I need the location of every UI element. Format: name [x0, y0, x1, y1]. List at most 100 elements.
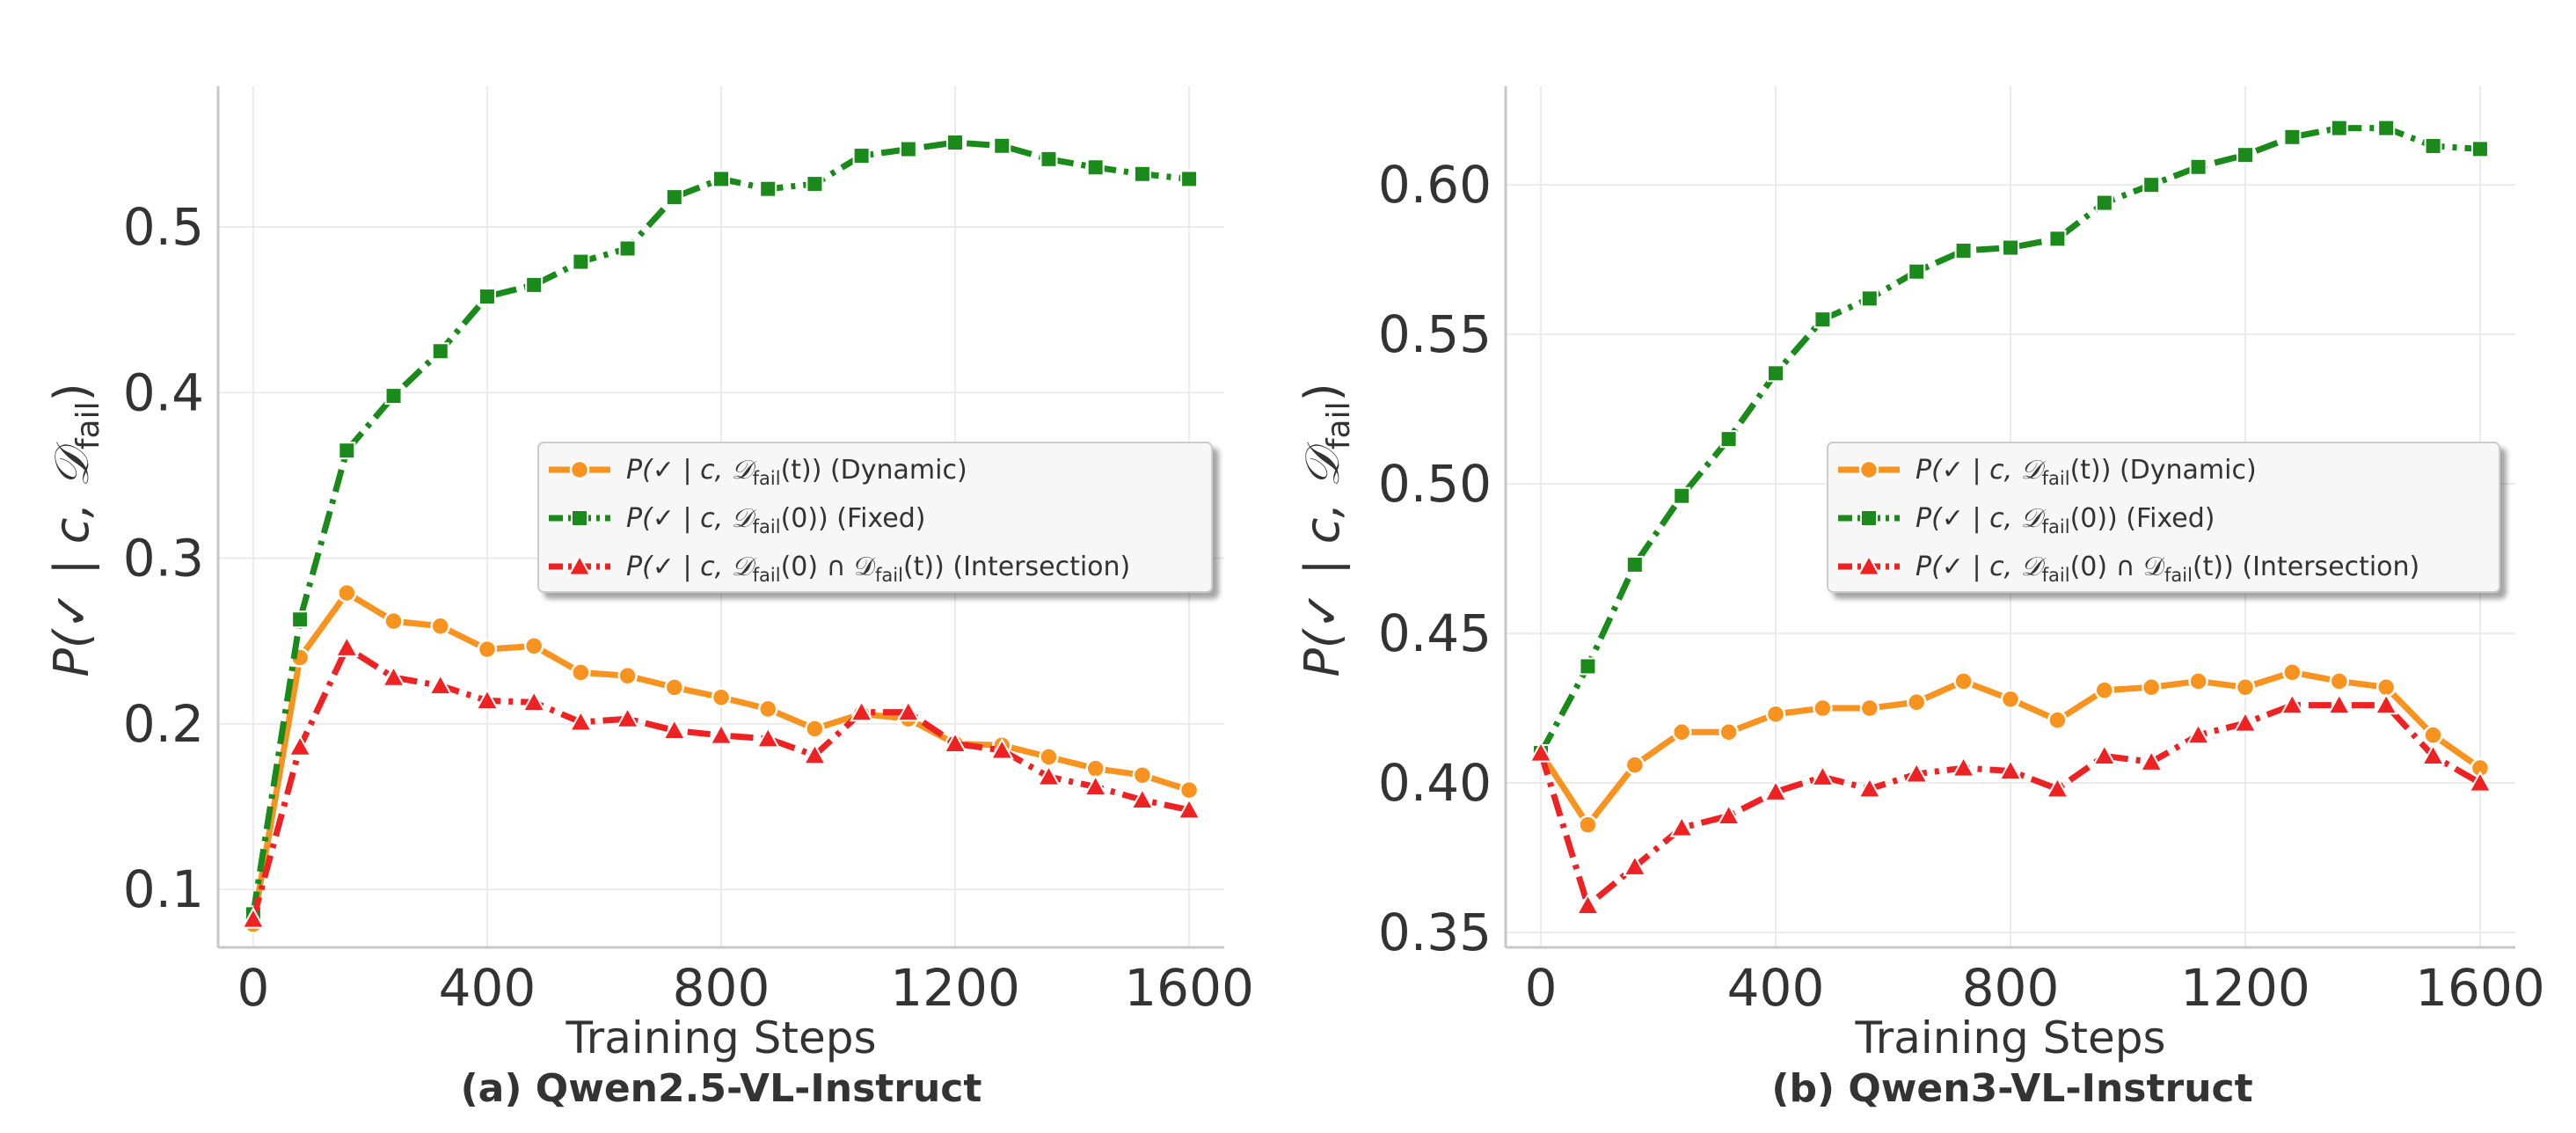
marker-p1-s0-7 — [1859, 698, 1880, 719]
marker-p1-s0-9 — [1953, 671, 1974, 691]
marker-p1-s0-legend — [1858, 459, 1879, 480]
marker-p1-s0-1 — [1578, 815, 1598, 835]
marker-p0-s0-3 — [383, 610, 404, 632]
x-tick-label: 1200 — [890, 958, 1020, 1018]
marker-p0-s0-12 — [805, 719, 825, 739]
y-tick-label: 0.3 — [123, 529, 204, 588]
marker-p1-s0-11 — [2047, 710, 2068, 730]
y-tick-label: 0.2 — [123, 694, 204, 754]
legend-box — [537, 442, 1213, 593]
marker-p1-s2-7 — [1857, 776, 1882, 799]
marker-p0-s2-20 — [1177, 797, 1201, 820]
marker-p1-s2-15 — [2233, 710, 2258, 733]
marker-p1-s1-5 — [1767, 364, 1785, 383]
marker-p0-s0-7 — [571, 662, 591, 683]
marker-p0-s2-18 — [1083, 774, 1108, 796]
marker-p1-s0-17 — [2329, 671, 2350, 691]
x-tick-label: 1200 — [2180, 958, 2310, 1018]
marker-p1-s0-19 — [2423, 725, 2443, 745]
marker-p1-s1-11 — [2048, 230, 2067, 248]
marker-p1-s1-15 — [2236, 146, 2254, 164]
marker-p1-s2-8 — [1904, 761, 1929, 784]
x-tick-label: 0 — [237, 958, 269, 1018]
marker-p0-s0-10 — [711, 687, 732, 707]
marker-p1-s2-17 — [2327, 692, 2352, 715]
marker-p0-s2-14 — [896, 699, 921, 722]
marker-p0-s1-9 — [665, 188, 683, 207]
marker-p0-s0-9 — [664, 677, 685, 698]
marker-p0-s0-20 — [1179, 779, 1200, 800]
marker-p0-s1-7 — [572, 252, 590, 271]
y-tick-label: 0.5 — [123, 197, 204, 257]
marker-p0-s0-8 — [617, 665, 638, 686]
marker-p0-s2-16 — [989, 737, 1014, 760]
marker-p1-s1-4 — [1719, 430, 1738, 449]
marker-p1-s2-5 — [1763, 779, 1788, 801]
marker-p0-s0-17 — [1039, 747, 1059, 767]
marker-p0-s0-2 — [337, 582, 357, 603]
marker-p1-s1-12 — [2095, 194, 2113, 212]
marker-p1-s1-8 — [1908, 262, 1926, 281]
marker-p1-s2-6 — [1810, 764, 1835, 786]
marker-p1-s0-4 — [1719, 722, 1739, 742]
marker-p0-s1-3 — [384, 387, 403, 406]
x-tick-label: 0 — [1525, 958, 1558, 1018]
marker-p0-s2-3 — [381, 665, 406, 687]
legend-label-2: P(✓ | c, 𝒟fail(0) ∩ 𝒟fail(t)) (Intersect… — [626, 552, 1130, 586]
marker-p0-s0-legend — [569, 459, 590, 480]
marker-p0-s1-13 — [852, 147, 871, 165]
marker-p1-s0-8 — [1906, 692, 1927, 713]
marker-p0-s2-1 — [288, 735, 312, 757]
y-tick-label: 0.50 — [1378, 454, 1492, 514]
marker-p1-s1-1 — [1579, 657, 1597, 676]
marker-p0-s0-6 — [523, 636, 544, 656]
marker-p1-s2-0 — [1529, 740, 1553, 763]
chart-panel-b: 0.35 0.40 0.45 0.50 0.55 0.60 0 400 800 1200 1600 T… — [1295, 86, 2545, 1111]
marker-p1-s1-13 — [2142, 176, 2161, 194]
marker-p0-s2-8 — [615, 706, 640, 728]
marker-p1-s1-10 — [2002, 238, 2019, 257]
marker-p0-s2-4 — [428, 673, 453, 696]
marker-p0-s1-14 — [899, 140, 917, 158]
marker-p0-s2-19 — [1130, 787, 1155, 810]
y-axis-title: P(✓ | c, 𝒟fail) — [44, 383, 106, 676]
marker-p1-s0-13 — [2141, 677, 2162, 698]
y-tick-label: 0.60 — [1378, 155, 1492, 215]
marker-p0-s2-9 — [662, 718, 687, 740]
marker-p1-s0-2 — [1624, 755, 1646, 775]
marker-p1-s2-4 — [1716, 803, 1741, 826]
marker-p1-s2-10 — [1998, 758, 2023, 781]
marker-p1-s2-3 — [1669, 815, 1694, 837]
legend-label-0: P(✓ | c, 𝒟fail(t)) (Dynamic) — [1916, 455, 2257, 489]
marker-p0-s1-11 — [759, 179, 777, 198]
marker-p1-s2-9 — [1951, 755, 1976, 778]
legend-box — [1827, 442, 2500, 593]
marker-p1-s1-legend — [1860, 509, 1878, 527]
legend-label-1: P(✓ | c, 𝒟fail(0)) (Fixed) — [626, 503, 925, 537]
marker-p1-s1-9 — [1954, 241, 1973, 259]
marker-p1-s2-18 — [2374, 692, 2398, 715]
x-tick-label: 1600 — [2415, 958, 2545, 1018]
marker-p1-s1-2 — [1625, 555, 1644, 574]
x-axis-title: Training Steps — [1854, 1012, 2165, 1064]
marker-p1-s1-20 — [2470, 140, 2489, 158]
marker-p1-s0-6 — [1813, 698, 1833, 719]
y-tick-label: 0.4 — [123, 362, 204, 422]
marker-p0-s2-17 — [1036, 764, 1062, 786]
marker-p0-s2-6 — [522, 690, 546, 712]
marker-p0-s2-5 — [475, 688, 500, 711]
marker-p0-s1-19 — [1133, 164, 1151, 183]
marker-p1-s0-10 — [2000, 689, 2021, 710]
y-tick-label: 0.55 — [1378, 304, 1492, 364]
marker-p0-s2-0 — [241, 906, 266, 929]
marker-p1-s0-5 — [1765, 704, 1786, 725]
marker-p1-s2-20 — [2468, 770, 2492, 793]
y-tick-label: 0.40 — [1378, 753, 1492, 813]
marker-p0-s2-legend — [567, 553, 592, 576]
marker-p0-s0-5 — [477, 639, 498, 660]
marker-p1-s1-7 — [1860, 289, 1879, 308]
marker-p1-s1-18 — [2377, 119, 2396, 137]
marker-p0-s1-legend — [571, 509, 588, 527]
marker-p0-s2-15 — [943, 731, 967, 754]
